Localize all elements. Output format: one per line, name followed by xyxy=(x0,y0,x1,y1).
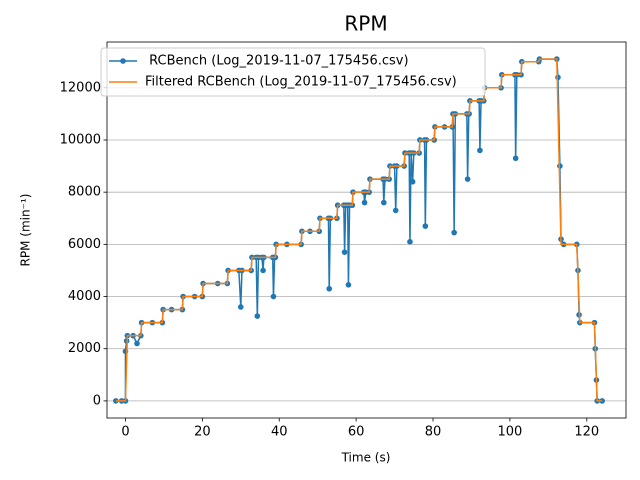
data-point xyxy=(451,229,457,236)
x-tick-label: 0 xyxy=(121,425,129,440)
data-point xyxy=(599,398,605,404)
axes-frame xyxy=(106,41,627,419)
y-tick-label: 4000 xyxy=(68,289,101,304)
y-tick-label: 12000 xyxy=(60,80,101,95)
x-tick-label: 60 xyxy=(348,425,365,440)
legend-label: RCBench (Log_2019-11-07_175456.csv) xyxy=(145,54,409,69)
y-tick-label: 6000 xyxy=(68,237,101,252)
x-tick-label: 100 xyxy=(497,425,522,440)
data-point xyxy=(345,281,352,288)
data-point xyxy=(270,293,277,300)
data-point xyxy=(392,207,399,214)
data-point xyxy=(477,147,483,154)
data-point xyxy=(361,199,368,206)
x-tick-label: 80 xyxy=(425,425,442,440)
y-tick-label: 8000 xyxy=(68,185,101,200)
plot-area xyxy=(113,56,605,404)
x-tick-label: 40 xyxy=(271,425,288,440)
data-point xyxy=(407,238,413,245)
x-tick-label: 120 xyxy=(574,425,599,440)
data-point xyxy=(341,249,348,255)
data-point xyxy=(326,285,333,292)
legend-box xyxy=(100,47,486,97)
legend-marker xyxy=(120,58,126,64)
legend-label: Filtered RCBench (Log_2019-11-07_175456.… xyxy=(145,75,457,90)
y-axis-label: RPM (min⁻¹) xyxy=(19,194,33,267)
series-line xyxy=(115,58,603,402)
data-point xyxy=(464,176,471,182)
data-point xyxy=(260,267,266,274)
data-point xyxy=(512,155,519,162)
data-point xyxy=(254,313,261,319)
y-tick-label: 0 xyxy=(93,393,101,408)
x-tick-label: 20 xyxy=(194,425,211,440)
x-axis-label: Time (s) xyxy=(341,451,391,465)
data-point xyxy=(134,340,140,347)
chart-title: RPM xyxy=(344,12,387,36)
legend: RCBench (Log_2019-11-07_175456.csv) Filte… xyxy=(100,47,486,97)
data-point xyxy=(381,199,387,206)
data-point xyxy=(422,223,429,229)
y-tick-label: 2000 xyxy=(68,341,101,356)
data-point xyxy=(409,178,416,185)
y-tick-label: 10000 xyxy=(60,132,101,147)
data-point xyxy=(237,304,244,310)
